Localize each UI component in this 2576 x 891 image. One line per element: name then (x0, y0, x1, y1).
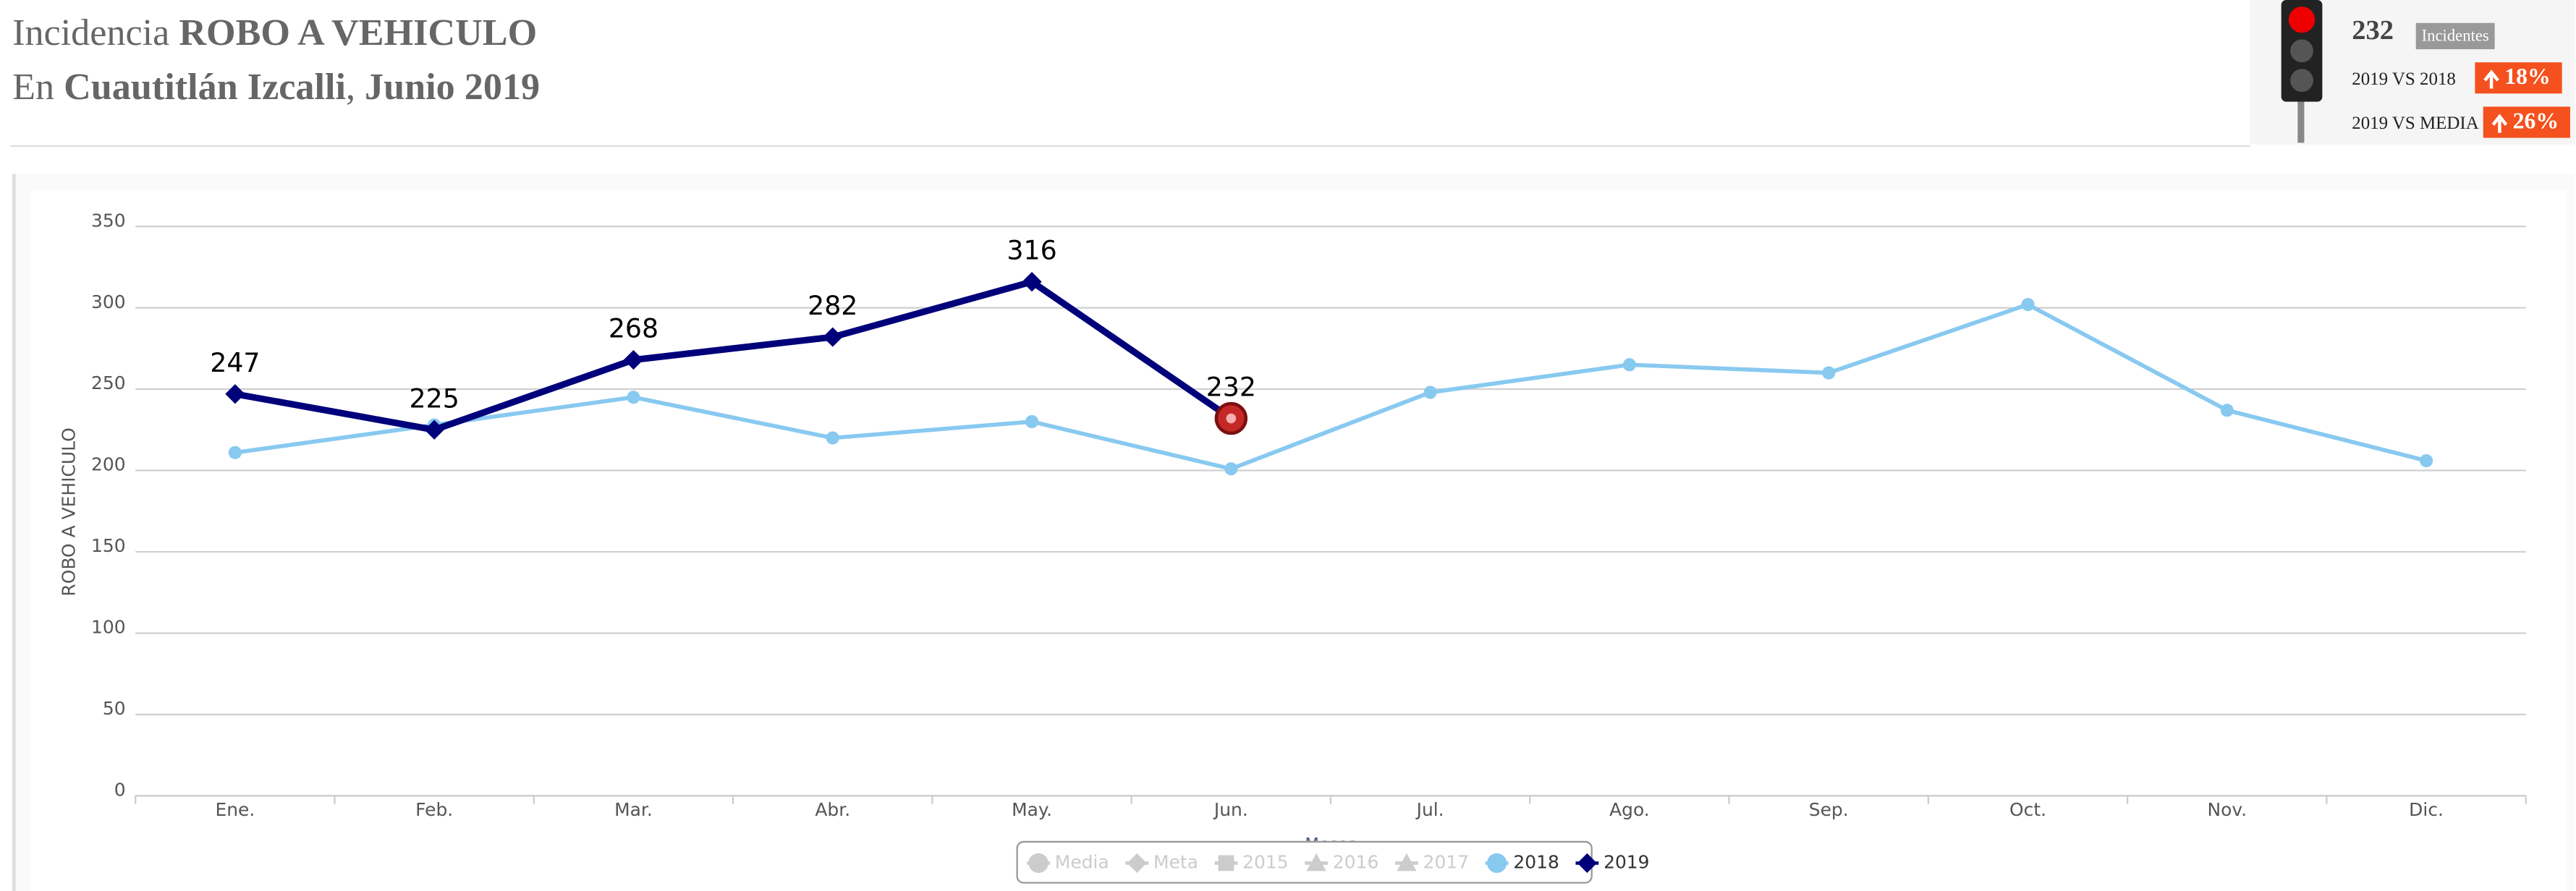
data-label: 316 (1007, 235, 1056, 266)
marker (1622, 358, 1637, 372)
up-arrow (2483, 69, 2499, 89)
marker (627, 391, 640, 404)
marker (1127, 853, 1147, 874)
highlight-glint (1226, 413, 1237, 424)
light-pole (2297, 90, 2305, 143)
change-badge (2475, 62, 2562, 94)
panel-edge (12, 174, 16, 891)
title: Incidencia ROBO A VEHICULO (12, 12, 537, 54)
legend-label: 2016 (1333, 851, 1378, 872)
marker (1306, 853, 1326, 871)
unit-badge (2415, 22, 2495, 50)
x-tick-label: Abr. (815, 799, 850, 820)
series-line (234, 302, 2427, 472)
title-bold: ROBO A VEHICULO (179, 12, 537, 54)
y-tick-label: 350 (91, 210, 126, 231)
legend-label: 2018 (1513, 851, 1559, 872)
marker (2021, 298, 2035, 312)
marker (2420, 453, 2433, 468)
x-tick-label: Jun. (1213, 799, 1248, 820)
marker (1487, 853, 1507, 874)
marker (1397, 853, 1417, 871)
marker (1577, 853, 1598, 874)
marker (1022, 271, 1042, 292)
y-tick-label: 300 (91, 291, 126, 312)
legend-label: Meta (1153, 851, 1198, 872)
plot: 0 50 100 150 200 250 300 350 Ene. Feb. Mar. Abr. May… (91, 210, 2527, 820)
x-tick-label: Oct. (2009, 799, 2046, 820)
marker (424, 419, 444, 440)
legend-label: 2015 (1242, 851, 1288, 872)
x-tick-label: Nov. (2207, 799, 2247, 820)
legend-items: Media Meta 2015 2016 2017 2018 2019 (1027, 851, 1650, 874)
marker (1224, 462, 1238, 476)
y-tick-label: 100 (91, 617, 126, 638)
data-label: 268 (609, 313, 658, 344)
data-label: 282 (808, 290, 857, 321)
marker (823, 327, 843, 347)
up-arrow (2491, 114, 2508, 133)
x-tick-label: Jul. (1415, 799, 1444, 820)
title-prefix: Incidencia (12, 12, 169, 54)
y-tick-label: 250 (91, 372, 126, 393)
y-tick-label: 50 (103, 698, 126, 719)
change-badge (2483, 106, 2570, 138)
marker (826, 431, 839, 445)
marker (1025, 414, 1039, 429)
marker (1822, 366, 1836, 380)
data-label: 247 (210, 347, 260, 378)
marker (2220, 404, 2234, 417)
legend-label: Media (1055, 851, 1109, 872)
marker (225, 384, 245, 404)
compare-label: 2019 VS 2018 (2352, 69, 2456, 89)
subtitle-place: Cuautitlán Izcalli (64, 67, 346, 108)
legend-label: 2017 (1423, 851, 1469, 872)
data-label: 225 (410, 383, 459, 414)
x-tick-label: Feb. (415, 799, 453, 820)
light-green (2290, 69, 2313, 93)
marker (623, 349, 644, 370)
plot-background (30, 190, 2567, 891)
marker (1218, 855, 1234, 871)
x-tick-label: May. (1012, 799, 1052, 820)
series-line (234, 278, 1233, 433)
change-value: 18% (2504, 64, 2551, 89)
marker (1028, 853, 1048, 874)
data-label: 232 (1206, 372, 1256, 403)
marker (228, 446, 242, 459)
indicator-count: 232 (2352, 15, 2394, 46)
compare-label: 2019 VS MEDIA (2352, 114, 2479, 133)
light-amber (2290, 39, 2313, 63)
subtitle-date: Junio 2019 (365, 67, 540, 108)
subtitle: En Cuautitlán Izcalli, Junio 2019 (12, 67, 540, 108)
y-tick-label: 200 (91, 454, 126, 475)
x-tick-label: Dic. (2409, 799, 2444, 820)
x-tick-label: Ago. (1609, 799, 1650, 820)
x-tick-label: Ene. (215, 799, 255, 820)
change-value: 26% (2513, 108, 2559, 133)
light-red (2288, 7, 2316, 33)
y-tick-label: 150 (91, 535, 126, 556)
indicator-unit: Incidentes (2422, 26, 2489, 44)
marker (1423, 385, 1437, 399)
y-tick-label: 0 (114, 780, 126, 801)
subtitle-prefix: En (12, 67, 54, 108)
x-tick-label: Mar. (614, 799, 653, 820)
legend-label: 2019 (1603, 851, 1649, 872)
y-axis-label: ROBO A VEHICULO (58, 427, 79, 596)
x-tick-label: Sep. (1809, 799, 1849, 820)
